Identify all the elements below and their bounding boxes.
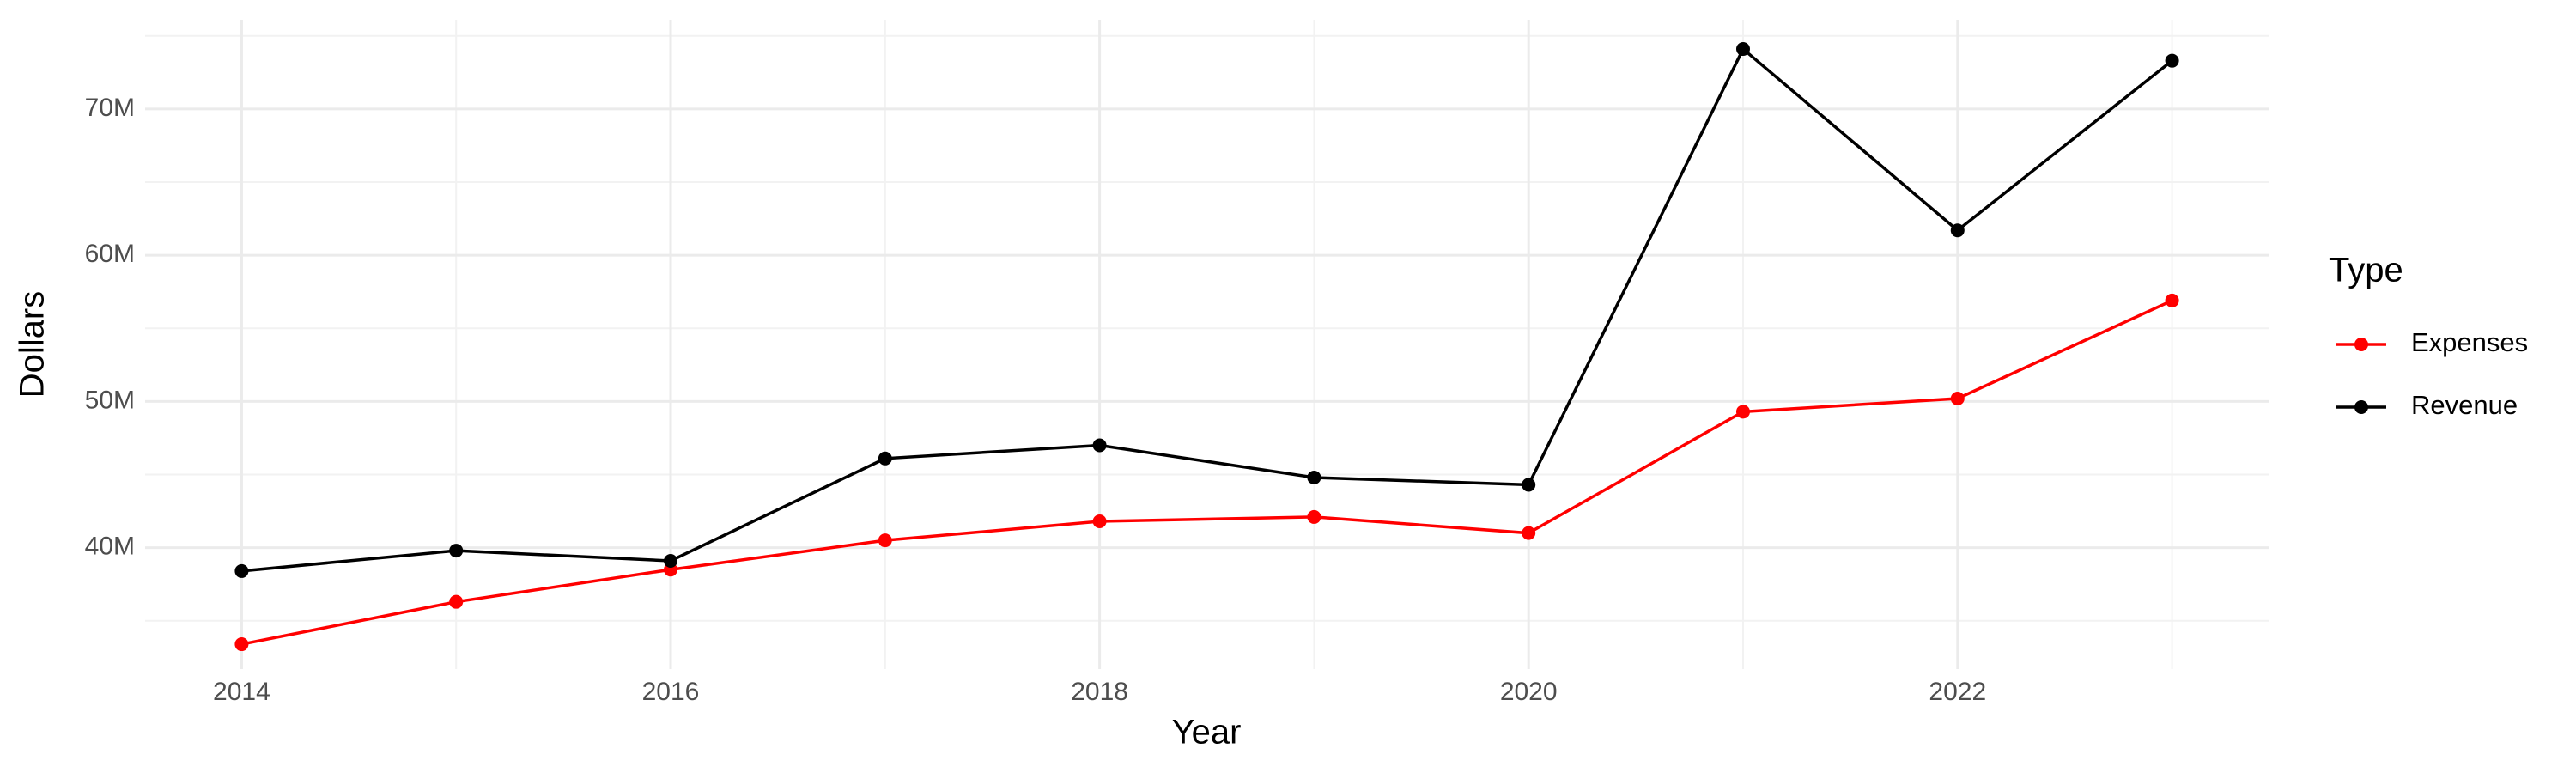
- grid: [145, 20, 2269, 669]
- data-point: [1522, 478, 1536, 492]
- legend-key-point: [2354, 338, 2368, 351]
- data-point: [2165, 293, 2179, 307]
- y-tick-label: 50M: [85, 386, 135, 414]
- data-point: [234, 637, 249, 652]
- legend-label: Expenses: [2411, 327, 2528, 357]
- legend-title: Type: [2329, 252, 2403, 289]
- data-point: [1735, 42, 1750, 57]
- x-axis-title: Year: [1172, 714, 1242, 752]
- series-line: [241, 46, 2173, 573]
- data-point: [1950, 223, 1965, 238]
- y-tick-label: 60M: [85, 240, 135, 268]
- x-tick-label: 2016: [642, 678, 700, 706]
- data-point: [1307, 470, 1321, 484]
- legend-key-point: [2354, 400, 2368, 414]
- x-tick-label: 2020: [1500, 678, 1558, 706]
- legend-label: Revenue: [2411, 390, 2518, 420]
- data-point: [1092, 438, 1107, 453]
- data-point: [449, 594, 464, 609]
- y-tick-label: 70M: [85, 94, 135, 122]
- data-point: [1522, 526, 1536, 540]
- data-point: [878, 451, 892, 466]
- data-point: [1307, 509, 1321, 524]
- data-point: [449, 544, 464, 558]
- y-axis-title: Dollars: [14, 291, 52, 398]
- data-point: [878, 533, 892, 548]
- x-tick-label: 2022: [1929, 678, 1986, 706]
- series-line: [241, 299, 2173, 646]
- data-point: [1950, 392, 1965, 405]
- y-tick-label: 40M: [85, 533, 135, 561]
- data-point: [1092, 514, 1107, 529]
- data-point: [664, 554, 678, 568]
- x-tick-label: 2018: [1071, 678, 1128, 706]
- data-point: [234, 563, 249, 578]
- x-tick-label: 2014: [213, 678, 270, 706]
- data-point: [1735, 405, 1750, 419]
- data-point: [2165, 53, 2179, 68]
